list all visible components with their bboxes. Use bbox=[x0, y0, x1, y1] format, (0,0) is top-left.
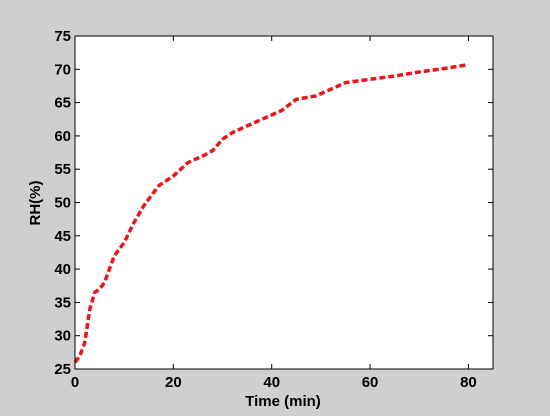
y-tick-label: 45 bbox=[54, 228, 71, 245]
x-tick-label: 60 bbox=[362, 374, 379, 391]
x-tick-label: 0 bbox=[71, 374, 79, 391]
plot-area bbox=[75, 36, 493, 369]
x-tick-label: 80 bbox=[460, 374, 477, 391]
y-axis-label: RH(%) bbox=[27, 181, 44, 226]
y-tick-label: 50 bbox=[54, 195, 71, 212]
y-tick-label: 65 bbox=[54, 95, 71, 112]
series-layer bbox=[73, 62, 469, 364]
y-tick-label: 30 bbox=[54, 328, 71, 345]
y-tick-label: 25 bbox=[54, 361, 71, 378]
y-tick-label: 40 bbox=[54, 261, 71, 278]
series-line bbox=[73, 62, 469, 364]
ticks-layer: 0 20 40 60 80 25 30 35 40 45 50 55 60 65 70 75 bbox=[54, 28, 493, 391]
x-tick-label: 40 bbox=[263, 374, 280, 391]
y-tick-label: 55 bbox=[54, 161, 71, 178]
y-tick-label: 75 bbox=[54, 28, 71, 45]
y-tick-label: 35 bbox=[54, 294, 71, 311]
y-tick-label: 70 bbox=[54, 61, 71, 78]
x-tick-label: 20 bbox=[165, 374, 182, 391]
y-tick-label: 60 bbox=[54, 128, 71, 145]
x-axis-label: Time (min) bbox=[245, 393, 321, 410]
